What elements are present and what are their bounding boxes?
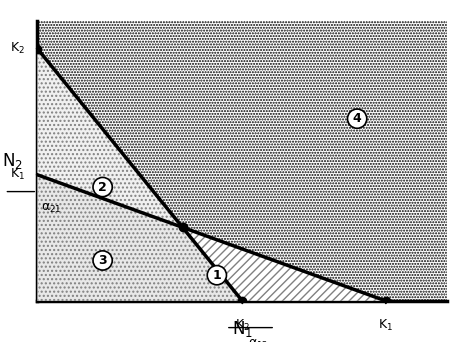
Text: K$_1$: K$_1$	[378, 318, 393, 333]
Text: α$_{21}$: α$_{21}$	[41, 202, 62, 215]
Text: 4: 4	[353, 112, 362, 125]
Text: α$_{12}$: α$_{12}$	[248, 338, 269, 342]
Text: K$_1$: K$_1$	[10, 167, 25, 182]
Text: 2: 2	[98, 181, 107, 194]
Text: 1: 1	[212, 269, 221, 282]
Text: K$_2$: K$_2$	[235, 318, 250, 333]
Text: 3: 3	[98, 254, 107, 267]
Text: N$_1$: N$_1$	[232, 319, 253, 339]
Text: N$_2$: N$_2$	[2, 151, 23, 171]
Text: K$_2$: K$_2$	[10, 41, 25, 56]
